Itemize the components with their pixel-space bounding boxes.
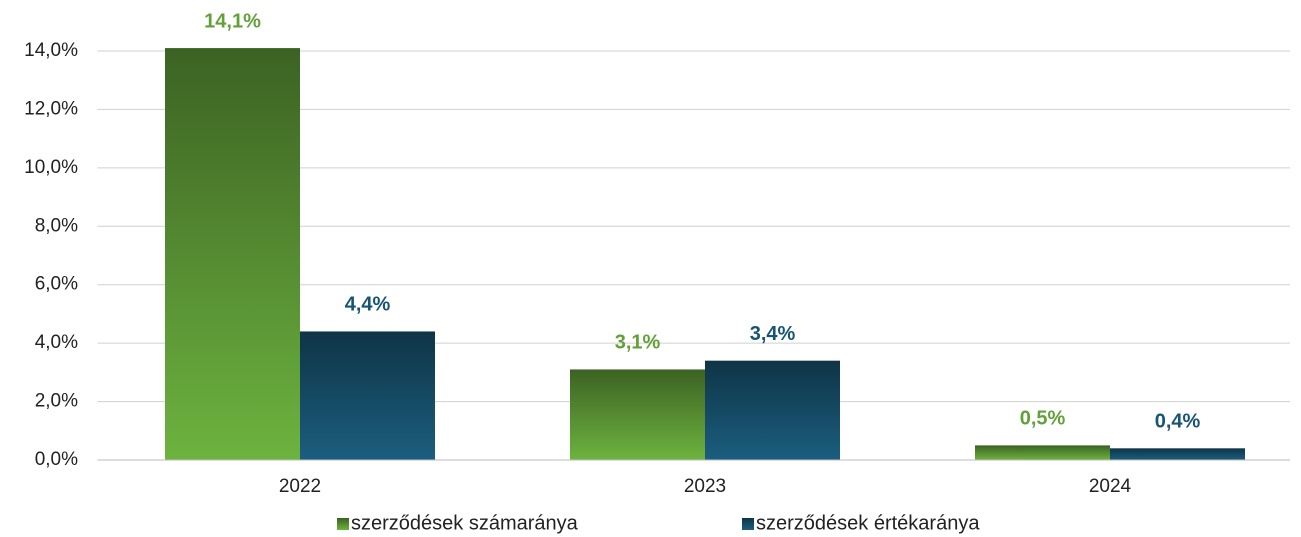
bar (300, 331, 435, 460)
bar (165, 48, 300, 460)
value-label: 3,1% (615, 332, 661, 354)
y-tick-label: 2,0% (35, 391, 78, 412)
bar (1110, 448, 1245, 460)
value-label: 4,4% (345, 294, 391, 316)
value-label: 14,1% (204, 10, 261, 32)
legend-swatch (742, 518, 754, 530)
y-tick-label: 8,0% (35, 215, 78, 236)
bar (975, 445, 1110, 460)
legend-swatch (337, 518, 349, 530)
x-tick-label: 2023 (684, 476, 726, 497)
bar (705, 360, 840, 460)
x-tick-label: 2022 (279, 476, 321, 497)
value-label: 0,5% (1020, 408, 1066, 430)
legend-label: szerződések számaránya (351, 512, 579, 534)
legend-label: szerződések értékaránya (756, 512, 980, 534)
y-tick-label: 6,0% (35, 274, 78, 295)
bar (570, 369, 705, 460)
y-tick-label: 0,0% (35, 449, 78, 470)
y-tick-label: 10,0% (24, 157, 78, 178)
y-tick-label: 14,0% (24, 40, 78, 61)
value-label: 3,4% (750, 323, 796, 345)
x-tick-label: 2024 (1089, 476, 1132, 497)
y-tick-label: 4,0% (35, 332, 78, 353)
y-tick-label: 12,0% (24, 98, 78, 119)
value-label: 0,4% (1155, 411, 1201, 433)
